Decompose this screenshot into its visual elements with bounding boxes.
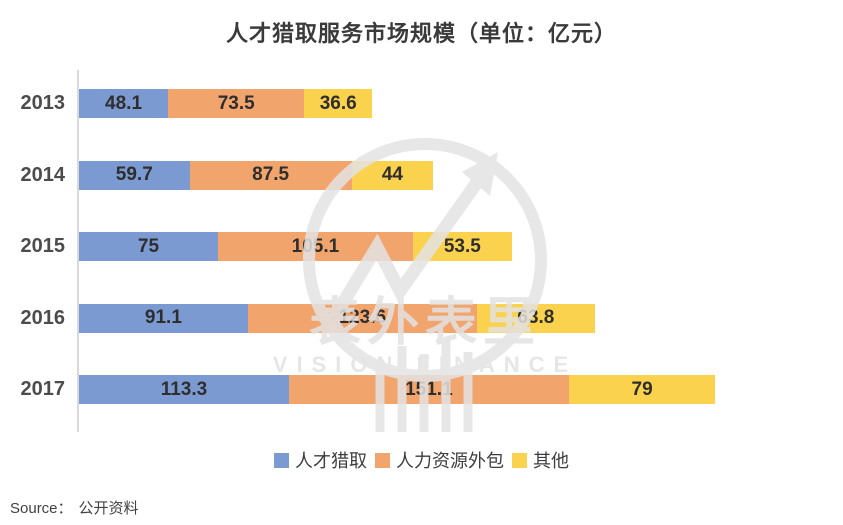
value-label: 73.5 xyxy=(217,92,255,114)
legend-label: 人才猎取 xyxy=(295,451,367,471)
bar-row-2013: 2013 48.1 73.5 36.6 xyxy=(0,68,843,140)
bar-segment-其他: 63.8 xyxy=(476,303,595,333)
value-label: 151.1 xyxy=(405,378,453,400)
year-label: 2016 xyxy=(20,306,66,329)
bar-segment-人力资源外包: 105.1 xyxy=(218,232,413,262)
bar-stack: 48.1 73.5 36.6 xyxy=(79,89,373,119)
year-label: 2017 xyxy=(20,378,66,401)
chart-legend: 人才猎取 人力资源外包 其他 xyxy=(0,447,843,473)
bar-row-2015: 2015 75 105.1 53.5 xyxy=(0,211,843,283)
value-label: 44 xyxy=(381,164,403,186)
value-label: 91.1 xyxy=(144,307,182,329)
value-label: 79 xyxy=(631,378,653,400)
bar-segment-人才猎取: 59.7 xyxy=(79,160,190,190)
value-label: 75 xyxy=(137,235,160,257)
legend-item-人力资源外包: 人力资源外包 xyxy=(375,447,504,473)
source-label: Source： xyxy=(10,500,73,517)
bar-segment-其他: 44 xyxy=(351,160,434,190)
bar-segment-人力资源外包: 123.6 xyxy=(247,303,477,333)
year-label: 2015 xyxy=(20,235,66,258)
source-line: Source： 公开资料 xyxy=(10,497,139,518)
legend-swatch-icon xyxy=(375,452,390,468)
legend-item-其他: 其他 xyxy=(512,447,569,473)
value-label: 63.8 xyxy=(517,307,555,329)
value-label: 87.5 xyxy=(252,164,290,186)
bar-stack: 75 105.1 53.5 xyxy=(79,232,512,262)
y-axis-line xyxy=(77,70,79,432)
bar-segment-人力资源外包: 73.5 xyxy=(168,89,305,119)
value-label: 36.6 xyxy=(319,92,357,114)
year-label: 2013 xyxy=(20,92,66,115)
value-label: 53.5 xyxy=(443,235,481,257)
value-label: 123.6 xyxy=(338,307,387,329)
bar-segment-人才猎取: 113.3 xyxy=(79,375,289,405)
value-label: 113.3 xyxy=(160,378,208,400)
bar-segment-其他: 53.5 xyxy=(412,232,512,262)
bar-stack: 91.1 123.6 63.8 xyxy=(79,303,595,333)
bar-row-2016: 2016 91.1 123.6 63.8 xyxy=(0,283,843,355)
legend-swatch-icon xyxy=(274,452,289,468)
bar-row-2017: 2017 113.3 151.1 79 xyxy=(0,354,843,426)
bar-row-2014: 2014 59.7 87.5 44 xyxy=(0,140,843,212)
bar-rows: 2013 48.1 73.5 36.6 2014 59.7 87.5 44 2015 75 105.… xyxy=(0,68,843,426)
bar-stack: 113.3 151.1 79 xyxy=(79,375,716,405)
legend-item-人才猎取: 人才猎取 xyxy=(274,447,367,473)
value-label: 48.1 xyxy=(105,92,143,114)
bar-segment-人才猎取: 91.1 xyxy=(79,303,248,333)
value-label: 105.1 xyxy=(291,235,340,257)
source-text: 公开资料 xyxy=(78,500,139,517)
year-label: 2014 xyxy=(20,163,66,186)
bar-segment-人才猎取: 75 xyxy=(79,232,218,262)
bar-stack: 59.7 87.5 44 xyxy=(79,160,434,190)
legend-swatch-icon xyxy=(512,452,527,468)
bar-segment-人力资源外包: 87.5 xyxy=(189,160,352,190)
bar-segment-人力资源外包: 151.1 xyxy=(288,375,569,405)
bar-segment-其他: 79 xyxy=(568,375,716,405)
chart-title: 人才猎取服务市场规模（单位：亿元） xyxy=(225,21,617,46)
legend-label: 人力资源外包 xyxy=(396,451,504,471)
value-label: 59.7 xyxy=(115,164,153,186)
legend-label: 其他 xyxy=(533,451,569,471)
bar-segment-其他: 36.6 xyxy=(304,89,373,119)
bar-segment-人才猎取: 48.1 xyxy=(79,89,169,119)
